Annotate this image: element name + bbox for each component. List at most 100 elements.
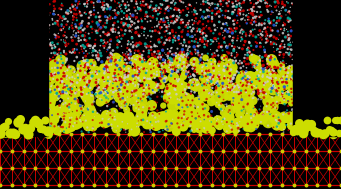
Point <box>105 80 110 83</box>
Point <box>254 84 260 88</box>
Point <box>283 13 289 16</box>
Point <box>136 42 142 45</box>
Point <box>142 121 147 124</box>
Point <box>40 124 45 127</box>
Point <box>267 4 272 7</box>
Point <box>68 184 73 187</box>
Point <box>123 7 128 10</box>
Point <box>221 167 226 170</box>
Point <box>190 111 195 114</box>
Point <box>137 52 143 55</box>
Point <box>273 113 279 116</box>
Point <box>183 5 189 8</box>
Point <box>241 16 246 19</box>
Point <box>91 58 97 61</box>
Point <box>277 47 283 50</box>
Point <box>98 35 104 38</box>
Point <box>291 129 296 132</box>
Point <box>103 65 108 68</box>
Point <box>157 71 162 74</box>
Point <box>157 115 162 118</box>
Point <box>110 27 116 30</box>
Point <box>217 15 222 18</box>
Point <box>12 126 18 129</box>
Point <box>244 112 250 115</box>
Point <box>195 105 201 108</box>
Point <box>295 107 300 110</box>
Point <box>128 53 133 56</box>
Point <box>280 133 285 136</box>
Point <box>225 63 230 66</box>
Point <box>150 113 155 116</box>
Point <box>53 34 58 37</box>
Point <box>276 120 282 123</box>
Point <box>160 49 165 52</box>
Point <box>88 10 94 13</box>
Point <box>49 74 54 77</box>
Point <box>132 66 138 69</box>
Point <box>229 52 234 55</box>
Point <box>249 92 254 95</box>
Point <box>231 76 236 79</box>
Point <box>277 10 282 13</box>
Point <box>60 64 65 67</box>
Point <box>192 66 198 69</box>
Point <box>59 24 65 27</box>
Point <box>130 82 136 85</box>
Point <box>240 47 245 50</box>
Point <box>269 96 275 99</box>
Point <box>84 83 90 86</box>
Point <box>80 120 86 123</box>
Point <box>158 26 163 29</box>
Point <box>116 88 121 91</box>
Point <box>168 61 174 64</box>
Point <box>57 115 62 118</box>
Point <box>224 55 229 58</box>
Point <box>52 88 58 91</box>
Point <box>258 98 264 101</box>
Point <box>123 52 129 55</box>
Point <box>213 38 219 41</box>
Point <box>216 4 221 7</box>
Point <box>257 5 263 9</box>
Point <box>85 43 91 46</box>
Point <box>255 92 261 95</box>
Point <box>270 84 276 87</box>
Point <box>214 81 219 84</box>
Point <box>59 8 64 11</box>
Point <box>154 45 160 48</box>
Point <box>268 73 273 76</box>
Point <box>85 25 90 28</box>
Point <box>290 53 295 57</box>
Point <box>125 25 131 28</box>
Point <box>99 118 104 121</box>
Point <box>282 23 287 26</box>
Point <box>260 73 265 76</box>
Point <box>268 133 273 136</box>
Point <box>62 39 68 42</box>
Point <box>255 63 260 66</box>
Point <box>73 0 79 2</box>
Point <box>274 19 280 22</box>
Point <box>180 48 185 51</box>
Point <box>251 21 257 24</box>
Point <box>55 20 60 23</box>
Point <box>289 98 295 101</box>
Point <box>150 133 155 136</box>
Point <box>245 122 251 125</box>
Point <box>77 116 83 119</box>
Point <box>219 9 224 12</box>
Point <box>324 119 330 122</box>
Point <box>51 64 57 67</box>
Point <box>204 98 209 101</box>
Point <box>197 30 203 33</box>
Point <box>65 104 70 107</box>
Point <box>199 66 205 69</box>
Point <box>148 46 154 49</box>
Point <box>127 56 132 59</box>
Point <box>105 70 110 74</box>
Point <box>252 15 257 18</box>
Point <box>115 20 121 23</box>
Point <box>271 84 276 87</box>
Point <box>271 18 277 21</box>
